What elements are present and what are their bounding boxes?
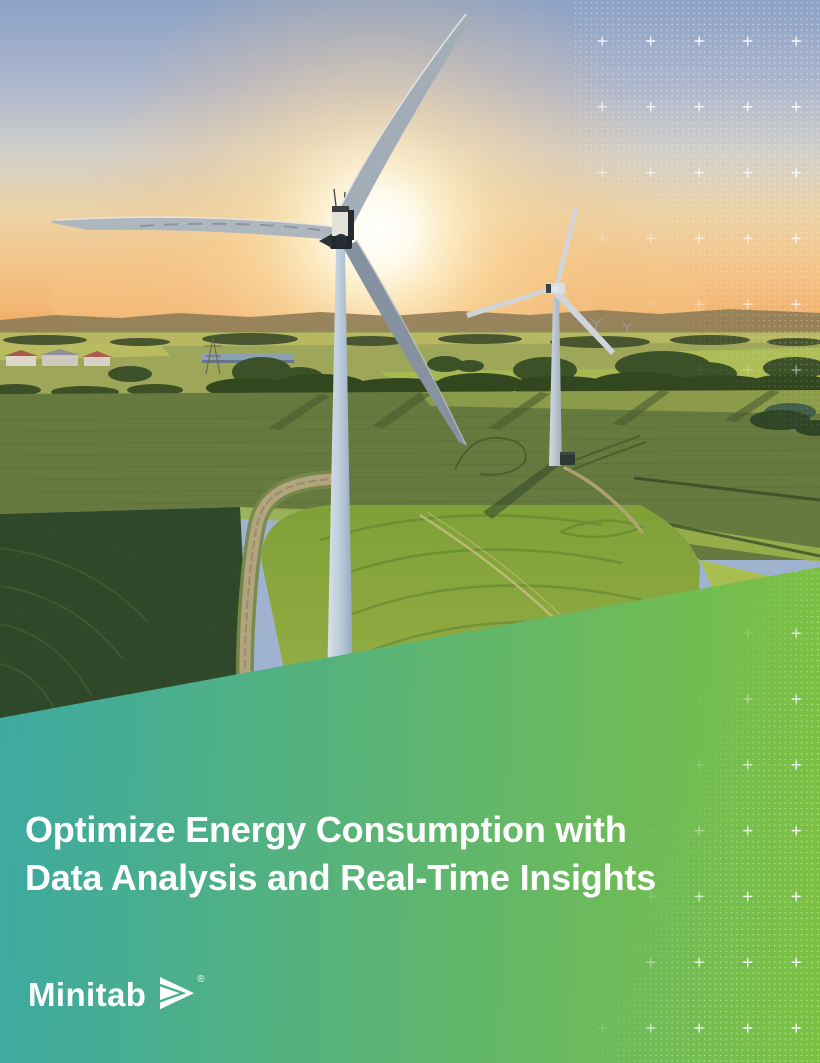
power-pylon xyxy=(204,337,222,375)
page-title: Optimize Energy Consumption with Data An… xyxy=(25,806,656,902)
minitab-chevron-icon xyxy=(160,976,195,1012)
wind-turbine-large xyxy=(52,13,472,690)
minitab-logo: Minitab ® xyxy=(28,974,205,1013)
utility-box xyxy=(560,452,575,465)
dirt-road xyxy=(235,466,644,745)
minitab-wordmark: Minitab xyxy=(28,975,147,1013)
title-line-2: Data Analysis and Real-Time Insights xyxy=(25,857,656,898)
registered-trademark: ® xyxy=(197,974,205,985)
title-line-1: Optimize Energy Consumption with xyxy=(25,809,627,850)
